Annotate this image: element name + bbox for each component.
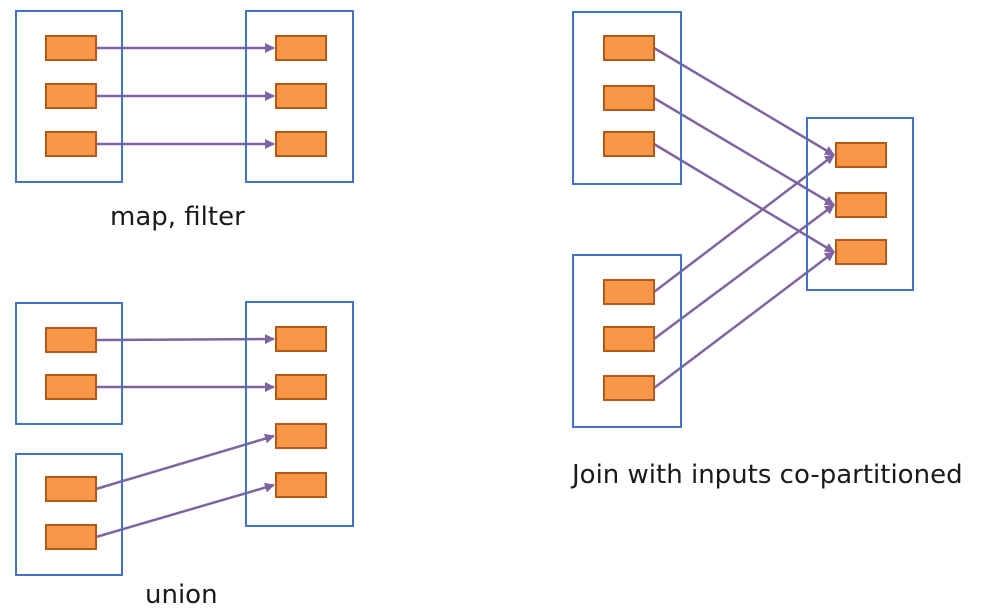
map-filter-child-partition-0 [275,35,327,61]
caption-union: union [145,580,218,610]
union-child-partition-2 [275,423,327,449]
join-dependency-arrow-5 [653,251,835,389]
join-parent-b-partition-1 [603,326,655,352]
map-filter-child-partition-2 [275,131,327,157]
join-dependency-arrow-4 [653,203,835,341]
union-dependency-arrow-2 [95,433,275,491]
join-dependency-arrow-3 [653,154,835,293]
union-parent-a-rdd [15,302,123,425]
join-parent-b-partition-0 [603,279,655,305]
union-child-rdd [245,301,354,527]
union-child-partition-0 [275,326,327,352]
join-dependency-arrow-2 [653,142,835,254]
union-parent-a-partition-0 [45,327,97,353]
join-dependency-arrow-1 [653,96,835,207]
rdd-boxes [15,10,914,576]
union-parent-a-partition-1 [45,374,97,400]
union-dependency-arrow-3 [95,482,275,539]
join-child-partition-0 [835,142,887,168]
map-filter-parent-partition-1 [45,83,97,109]
join-child-partition-1 [835,192,887,218]
union-parent-b-rdd [15,453,123,576]
union-parent-b-partition-0 [45,476,97,502]
join-parent-a-partition-0 [603,35,655,61]
map-filter-parent-partition-2 [45,131,97,157]
join-dependency-arrow-0 [653,46,835,157]
map-filter-parent-rdd [15,10,123,183]
map-filter-child-rdd [245,10,354,183]
join-parent-a-rdd [572,11,682,185]
map-filter-child-partition-1 [275,83,327,109]
caption-map-filter: map, filter [110,202,245,232]
map-filter-parent-partition-0 [45,35,97,61]
union-child-partition-3 [275,472,327,498]
caption-join: Join with inputs co-partitioned [572,460,963,490]
join-parent-a-partition-1 [603,85,655,111]
join-child-rdd [806,117,914,291]
union-child-partition-1 [275,374,327,400]
join-parent-b-partition-2 [603,375,655,401]
join-parent-b-rdd [572,254,682,428]
join-parent-a-partition-2 [603,131,655,157]
join-child-partition-2 [835,239,887,265]
dependency-arrows [95,43,835,539]
union-parent-b-partition-1 [45,524,97,550]
union-dependency-arrow-0 [95,334,275,345]
